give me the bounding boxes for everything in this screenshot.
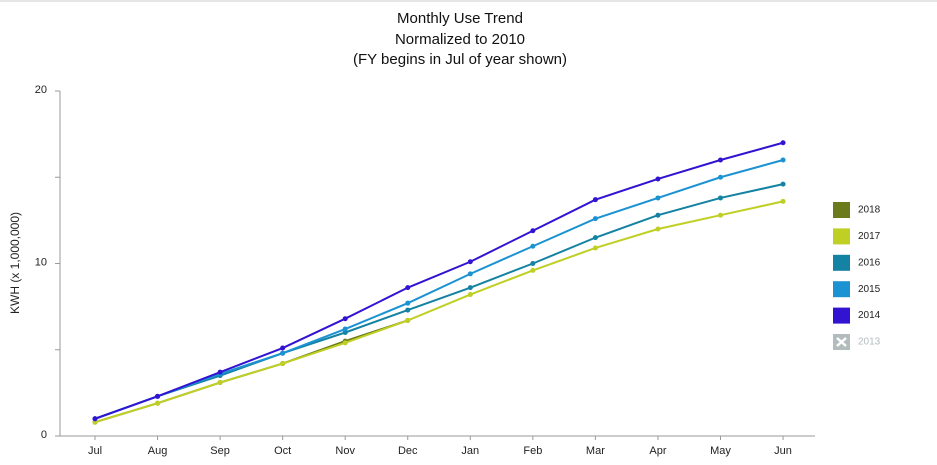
data-point	[405, 307, 411, 313]
x-tick-label: Nov	[335, 445, 355, 457]
chart-subtitle: Normalized to 2010	[395, 31, 525, 48]
data-point	[280, 345, 286, 351]
x-tick-label: Apr	[649, 445, 666, 457]
data-point	[780, 198, 786, 204]
data-point	[155, 393, 161, 399]
data-point	[780, 181, 786, 187]
x-tick-label: Sep	[210, 445, 230, 457]
data-point	[342, 340, 348, 346]
data-point	[718, 174, 723, 180]
data-point	[467, 271, 473, 277]
data-point	[342, 316, 348, 322]
data-point	[718, 195, 723, 201]
data-point	[718, 212, 723, 218]
data-point	[280, 350, 286, 356]
y-tick-label: 0	[41, 429, 47, 441]
series-line	[94, 159, 784, 420]
data-point	[155, 400, 161, 406]
data-point	[405, 285, 411, 291]
legend-label[interactable]: 2013	[858, 337, 881, 348]
legend-swatch[interactable]	[833, 281, 850, 298]
legend-label[interactable]: 2015	[858, 284, 881, 295]
series-line	[94, 183, 784, 420]
data-point	[655, 212, 661, 218]
legend-swatch[interactable]	[833, 307, 850, 324]
data-point	[530, 261, 536, 266]
data-point	[405, 300, 411, 306]
legend-label[interactable]: 2014	[858, 310, 881, 321]
data-point	[405, 317, 411, 323]
data-point	[592, 197, 598, 203]
y-tick-label: 20	[35, 84, 47, 96]
data-point	[655, 176, 661, 182]
data-point	[780, 140, 786, 146]
x-tick-label: Mar	[586, 445, 605, 457]
legend-swatch[interactable]	[833, 228, 850, 245]
chart-title: Monthly Use Trend	[397, 10, 523, 27]
x-tick-label: Feb	[523, 445, 542, 457]
legend-x[interactable]	[836, 337, 847, 347]
data-point	[280, 361, 286, 367]
data-point	[92, 416, 98, 422]
data-point	[467, 285, 473, 291]
data-point	[467, 292, 473, 298]
data-point	[467, 259, 473, 265]
x-tick-label: May	[710, 445, 731, 457]
legend-label[interactable]: 2016	[858, 257, 881, 268]
data-point	[92, 419, 98, 425]
x-tick-label: Oct	[274, 445, 291, 457]
data-point	[780, 157, 786, 163]
series-line	[94, 141, 784, 420]
y-axis-label: KWH (x 1,000,000)	[8, 212, 22, 314]
data-point	[217, 369, 223, 375]
x-tick-label: Jun	[774, 445, 792, 457]
data-point	[217, 380, 223, 386]
data-point	[655, 226, 661, 232]
legend-swatch[interactable]	[833, 254, 850, 271]
legend-label[interactable]: 2018	[858, 205, 881, 216]
y-tick-label: 10	[35, 256, 47, 268]
x-tick-label: Aug	[148, 445, 168, 457]
data-point	[718, 157, 723, 163]
data-point	[342, 330, 348, 335]
legend-label[interactable]: 2017	[858, 231, 881, 242]
data-point	[592, 216, 598, 222]
chart-subtitle: (FY begins in Jul of year shown)	[353, 51, 567, 68]
x-tick-label: Jul	[88, 445, 102, 457]
data-point	[655, 195, 661, 201]
data-point	[530, 267, 536, 273]
data-point	[530, 228, 536, 234]
data-point	[592, 245, 598, 251]
x-tick-label: Jan	[461, 445, 479, 457]
data-point	[530, 243, 536, 249]
x-tick-label: Dec	[398, 445, 418, 457]
data-point	[592, 235, 598, 241]
legend-swatch[interactable]	[833, 202, 850, 218]
data-point	[342, 326, 348, 332]
series-line	[94, 200, 784, 424]
